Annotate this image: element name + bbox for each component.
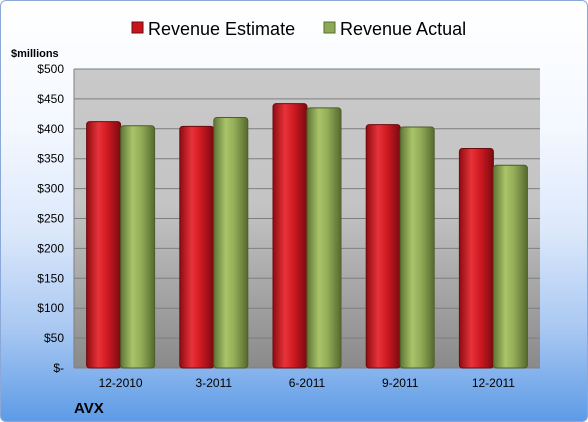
y-tick-label: $400 (37, 122, 64, 136)
y-tick-label: $100 (37, 301, 64, 315)
x-tick-label: 12-2011 (472, 376, 515, 390)
y-tick-label: $- (53, 361, 64, 375)
y-tick-label: $300 (37, 182, 64, 196)
bar-revenue-actual (120, 125, 156, 369)
bar-revenue-estimate (458, 148, 494, 369)
bar-revenue-estimate (272, 103, 308, 369)
x-axis-tick-labels: 12-2010 3-2011 6-2011 9-2011 12-2011 (99, 376, 516, 390)
legend-label-estimate: Revenue Estimate (148, 19, 295, 39)
bar-revenue-actual (213, 116, 249, 369)
x-tick-label: 9-2011 (382, 376, 419, 390)
y-axis-tick-labels: $- $50 $100 $150 $200 $250 $300 $350 $400 $450 $50… (37, 62, 64, 375)
y-tick-label: $500 (37, 62, 64, 76)
bar-revenue-estimate (365, 124, 401, 369)
bar-revenue-actual (399, 126, 435, 369)
y-tick-label: $50 (44, 331, 64, 345)
x-tick-label: 6-2011 (289, 376, 326, 390)
bar-revenue-estimate (86, 121, 122, 369)
bars (86, 103, 528, 369)
legend-swatch-estimate (131, 21, 144, 34)
legend-label-actual: Revenue Actual (340, 19, 466, 39)
ticker-label: AVX (74, 400, 104, 417)
legend: Revenue Estimate Revenue Actual (131, 19, 466, 39)
x-tick-label: 12-2010 (99, 376, 143, 390)
y-tick-label: $200 (37, 241, 64, 255)
bar-revenue-estimate (179, 125, 215, 369)
y-axis-unit-label: $millions (11, 48, 59, 60)
y-tick-label: $350 (37, 152, 64, 166)
y-tick-label: $250 (37, 212, 64, 226)
x-tick-label: 3-2011 (196, 376, 233, 390)
y-tick-label: $150 (37, 271, 64, 285)
legend-swatch-actual (323, 21, 336, 34)
bar-revenue-actual (492, 164, 528, 369)
bar-revenue-actual (306, 107, 342, 369)
y-tick-label: $450 (37, 92, 64, 106)
